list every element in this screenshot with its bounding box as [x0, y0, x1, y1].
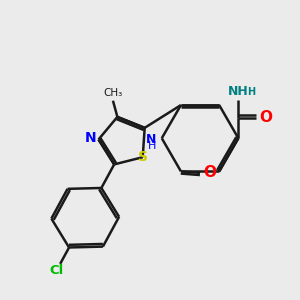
Text: H: H	[247, 87, 255, 97]
Text: N: N	[85, 131, 96, 145]
Text: Cl: Cl	[49, 264, 64, 277]
Text: H: H	[148, 142, 157, 152]
Text: N: N	[146, 133, 157, 146]
Text: NH: NH	[228, 85, 249, 98]
Text: O: O	[259, 110, 272, 125]
Text: O: O	[203, 165, 216, 180]
Text: CH₃: CH₃	[103, 88, 123, 98]
Text: S: S	[138, 150, 148, 164]
